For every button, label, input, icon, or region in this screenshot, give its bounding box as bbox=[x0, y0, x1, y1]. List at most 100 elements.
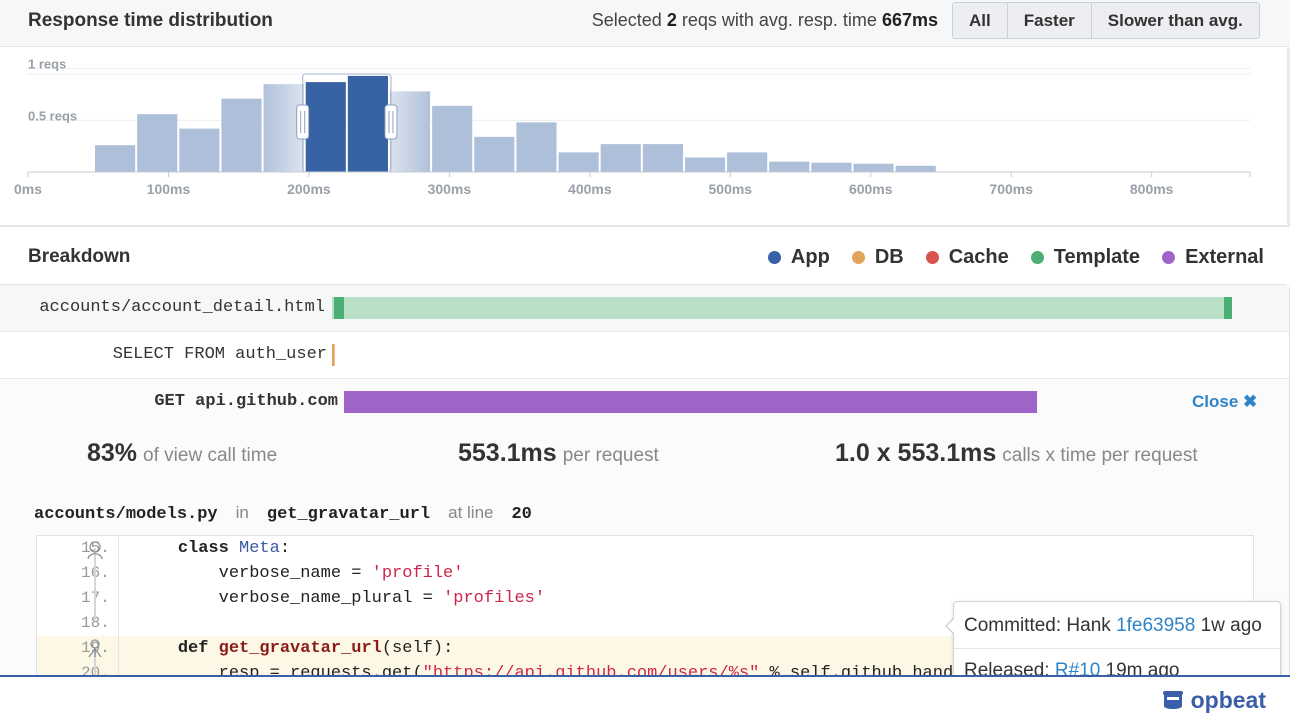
legend-label-template: Template bbox=[1053, 246, 1141, 268]
histogram-bar bbox=[137, 114, 178, 172]
location-in: in bbox=[235, 503, 249, 522]
line-number: 18. bbox=[81, 614, 110, 632]
brand-logo[interactable]: opbeat bbox=[1160, 687, 1266, 714]
code-text: def get_gravatar_url(self): bbox=[177, 639, 454, 658]
legend-label-external: External bbox=[1185, 246, 1264, 268]
commit-line bbox=[94, 548, 96, 620]
selection-summary: Selected 2 reqs with avg. resp. time 667… bbox=[592, 10, 938, 31]
histogram-bar bbox=[600, 144, 641, 172]
distribution-panel: Response time distribution Selected 2 re… bbox=[0, 0, 1290, 227]
x-tick-label: 500ms bbox=[709, 181, 753, 197]
legend-item-db: DB bbox=[851, 246, 904, 269]
row-label: GET api.github.com bbox=[154, 392, 338, 411]
legend-item-app: App bbox=[767, 246, 830, 269]
legend-dot-external bbox=[1162, 251, 1176, 264]
author-avatar-icon[interactable] bbox=[85, 638, 105, 658]
histogram-bar bbox=[558, 152, 599, 172]
selection-fade bbox=[260, 84, 303, 172]
code-location: accounts/models.py in get_gravatar_url a… bbox=[34, 503, 532, 524]
filter-button-group: All Faster Slower than avg. bbox=[952, 2, 1260, 39]
row-label: accounts/account_detail.html bbox=[39, 298, 325, 317]
summary-count: 2 bbox=[666, 10, 677, 30]
close-button[interactable]: Close ✖ bbox=[1192, 392, 1257, 412]
legend-item-external: External bbox=[1162, 246, 1264, 269]
stat-calls-time: 1.0 x 553.1ms calls x time per request bbox=[835, 439, 1198, 468]
template-bar-edge bbox=[334, 297, 344, 319]
breakdown-row-template[interactable]: accounts/account_detail.html bbox=[0, 285, 1289, 332]
stat-small: per request bbox=[562, 445, 659, 466]
close-icon: ✖ bbox=[1243, 392, 1258, 411]
histogram-bar bbox=[305, 82, 346, 172]
close-label: Close bbox=[1192, 392, 1239, 411]
distribution-title: Response time distribution bbox=[28, 10, 273, 31]
histogram-bar bbox=[432, 105, 473, 172]
summary-middle: reqs with avg. resp. time bbox=[681, 10, 877, 30]
filter-faster-button[interactable]: Faster bbox=[1007, 3, 1092, 38]
brand-name: opbeat bbox=[1190, 687, 1266, 713]
author-avatar-icon[interactable] bbox=[85, 540, 105, 560]
histogram-bar bbox=[347, 75, 388, 172]
footer: opbeat bbox=[0, 675, 1290, 728]
histogram-bar bbox=[516, 122, 557, 172]
stat-percent: 83% of view call time bbox=[87, 439, 277, 468]
histogram-bar bbox=[769, 161, 810, 172]
tooltip-committed: Committed: Hank 1fe63958 1w ago bbox=[964, 615, 1262, 637]
x-tick-label: 700ms bbox=[989, 181, 1033, 197]
histogram-bar bbox=[642, 144, 683, 172]
row-bar-track bbox=[332, 344, 1232, 366]
code-text: verbose_name_plural = 'profiles' bbox=[137, 589, 546, 608]
legend-dot-app bbox=[767, 251, 781, 264]
summary-avg: 667ms bbox=[881, 10, 938, 30]
filter-slower-button[interactable]: Slower than avg. bbox=[1091, 3, 1259, 38]
x-tick-label: 300ms bbox=[428, 181, 472, 197]
x-tick-label: 100ms bbox=[147, 181, 191, 197]
histogram-bar bbox=[684, 157, 726, 172]
tooltip-arrow-inner bbox=[947, 619, 954, 633]
selection-handle[interactable] bbox=[384, 104, 398, 140]
template-bar-fill bbox=[332, 297, 1232, 319]
selection-fade bbox=[390, 91, 433, 172]
row-bar-track bbox=[344, 391, 1290, 413]
x-tick-label: 600ms bbox=[849, 181, 893, 197]
db-bar bbox=[332, 344, 335, 366]
code-text: verbose_name = 'profile' bbox=[137, 564, 464, 583]
distribution-header: Response time distribution Selected 2 re… bbox=[0, 0, 1290, 47]
histogram-bar bbox=[895, 165, 936, 172]
histogram-bar bbox=[179, 128, 220, 172]
legend-label-app: App bbox=[790, 246, 830, 268]
stat-big: 1.0 x 553.1ms bbox=[835, 439, 997, 467]
code-line: 17. verbose_name_plural = 'profiles' bbox=[37, 586, 1253, 611]
legend-dot-db bbox=[851, 251, 865, 264]
stat-big: 553.1ms bbox=[458, 439, 557, 467]
x-tick-label: 400ms bbox=[568, 181, 612, 197]
commit-hash-link[interactable]: 1fe63958 bbox=[1116, 615, 1196, 636]
scrollbar[interactable] bbox=[1287, 48, 1290, 226]
external-bar-fill bbox=[344, 391, 1038, 413]
legend-dot-template bbox=[1030, 251, 1044, 264]
histogram-bar bbox=[811, 162, 852, 172]
breakdown-title: Breakdown bbox=[28, 246, 131, 267]
breakdown-row-db[interactable]: SELECT FROM auth_user bbox=[0, 332, 1289, 379]
y-tick-label: 0.5 reqs bbox=[28, 108, 77, 123]
stat-small: of view call time bbox=[143, 445, 278, 466]
filter-all-button[interactable]: All bbox=[953, 3, 1008, 38]
breakdown-legend: App DB Cache Template External bbox=[767, 246, 1264, 269]
histogram-bar bbox=[474, 136, 515, 172]
code-text: class Meta: bbox=[177, 539, 291, 558]
stat-per-request: 553.1ms per request bbox=[458, 439, 659, 468]
y-tick-label: 1 reqs bbox=[28, 57, 66, 72]
histogram-bar bbox=[95, 145, 136, 172]
summary-prefix: Selected bbox=[591, 10, 662, 30]
legend-label-db: DB bbox=[874, 246, 904, 268]
stat-small: calls x time per request bbox=[1002, 445, 1198, 466]
commit-line bbox=[94, 648, 96, 679]
selection-handle[interactable] bbox=[296, 104, 310, 140]
x-tick-label: 200ms bbox=[287, 181, 331, 197]
location-function: get_gravatar_url bbox=[266, 505, 431, 524]
legend-label-cache: Cache bbox=[948, 246, 1009, 268]
histogram-bar bbox=[727, 152, 768, 172]
code-line: 18. bbox=[37, 611, 1253, 636]
location-file[interactable]: accounts/models.py bbox=[34, 505, 218, 524]
histogram-bar bbox=[853, 163, 894, 172]
response-time-histogram[interactable]: 1 reqs 0.5 reqs 0ms 100ms 200ms 300ms 400ms 500… bbox=[0, 48, 1290, 218]
